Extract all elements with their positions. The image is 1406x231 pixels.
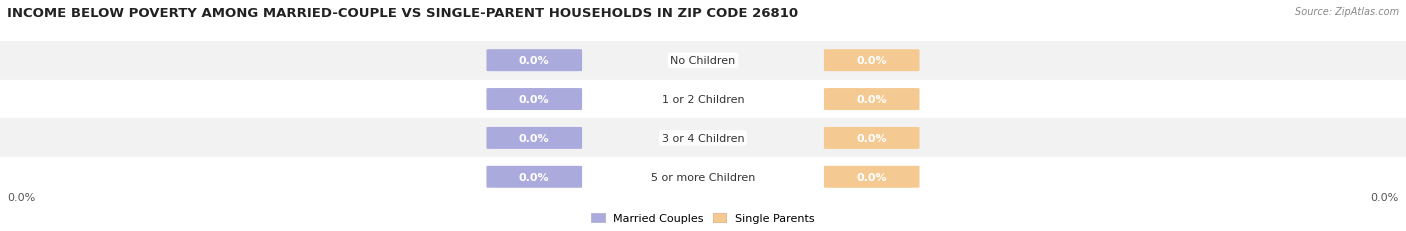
Text: 0.0%: 0.0% <box>856 95 887 105</box>
Text: 1 or 2 Children: 1 or 2 Children <box>662 95 744 105</box>
Text: 0.0%: 0.0% <box>1371 192 1399 202</box>
Text: 0.0%: 0.0% <box>856 133 887 143</box>
Text: No Children: No Children <box>671 56 735 66</box>
Text: Source: ZipAtlas.com: Source: ZipAtlas.com <box>1295 7 1399 17</box>
Text: 0.0%: 0.0% <box>519 56 550 66</box>
FancyBboxPatch shape <box>824 50 920 72</box>
Bar <box>0 158 1406 196</box>
FancyBboxPatch shape <box>824 127 920 149</box>
FancyBboxPatch shape <box>486 50 582 72</box>
Text: 3 or 4 Children: 3 or 4 Children <box>662 133 744 143</box>
Text: INCOME BELOW POVERTY AMONG MARRIED-COUPLE VS SINGLE-PARENT HOUSEHOLDS IN ZIP COD: INCOME BELOW POVERTY AMONG MARRIED-COUPL… <box>7 7 799 20</box>
Text: 0.0%: 0.0% <box>519 95 550 105</box>
FancyBboxPatch shape <box>824 166 920 188</box>
Text: 0.0%: 0.0% <box>856 172 887 182</box>
FancyBboxPatch shape <box>824 89 920 111</box>
Bar <box>0 119 1406 158</box>
Text: 0.0%: 0.0% <box>7 192 35 202</box>
FancyBboxPatch shape <box>486 166 582 188</box>
Text: 0.0%: 0.0% <box>856 56 887 66</box>
Bar <box>0 80 1406 119</box>
FancyBboxPatch shape <box>486 127 582 149</box>
FancyBboxPatch shape <box>486 89 582 111</box>
Legend: Married Couples, Single Parents: Married Couples, Single Parents <box>589 211 817 225</box>
Text: 0.0%: 0.0% <box>519 133 550 143</box>
Bar <box>0 42 1406 80</box>
Text: 5 or more Children: 5 or more Children <box>651 172 755 182</box>
Text: 0.0%: 0.0% <box>519 172 550 182</box>
